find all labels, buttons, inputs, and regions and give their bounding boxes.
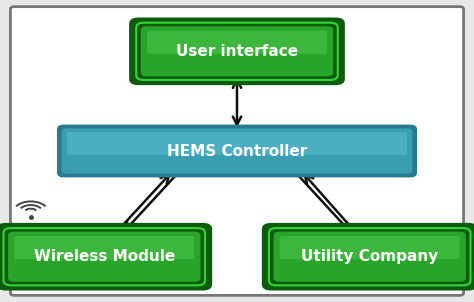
FancyBboxPatch shape — [280, 236, 460, 259]
FancyBboxPatch shape — [273, 232, 466, 282]
FancyBboxPatch shape — [147, 31, 327, 54]
FancyBboxPatch shape — [67, 132, 407, 155]
Text: Wireless Module: Wireless Module — [34, 249, 175, 264]
FancyBboxPatch shape — [8, 232, 201, 282]
FancyBboxPatch shape — [3, 228, 205, 285]
Text: Utility Company: Utility Company — [301, 249, 438, 264]
Text: HEMS Controller: HEMS Controller — [167, 143, 307, 159]
FancyBboxPatch shape — [136, 23, 338, 80]
FancyBboxPatch shape — [141, 26, 333, 76]
FancyBboxPatch shape — [129, 18, 345, 85]
FancyBboxPatch shape — [10, 7, 464, 295]
FancyBboxPatch shape — [0, 223, 212, 291]
Text: User interface: User interface — [176, 44, 298, 59]
FancyBboxPatch shape — [62, 128, 412, 174]
FancyBboxPatch shape — [14, 236, 194, 259]
FancyBboxPatch shape — [262, 223, 474, 291]
FancyBboxPatch shape — [58, 126, 416, 176]
FancyBboxPatch shape — [65, 131, 416, 177]
FancyBboxPatch shape — [269, 228, 471, 285]
